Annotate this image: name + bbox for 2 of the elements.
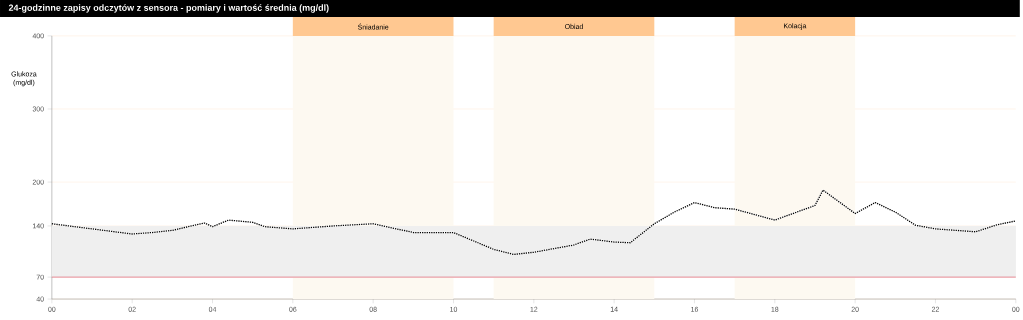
line-series: [51, 189, 1017, 256]
chart-title: 24-godzinne zapisy odczytów z sensora - pomiary i wartość średnia (mg/dl): [8, 4, 329, 13]
